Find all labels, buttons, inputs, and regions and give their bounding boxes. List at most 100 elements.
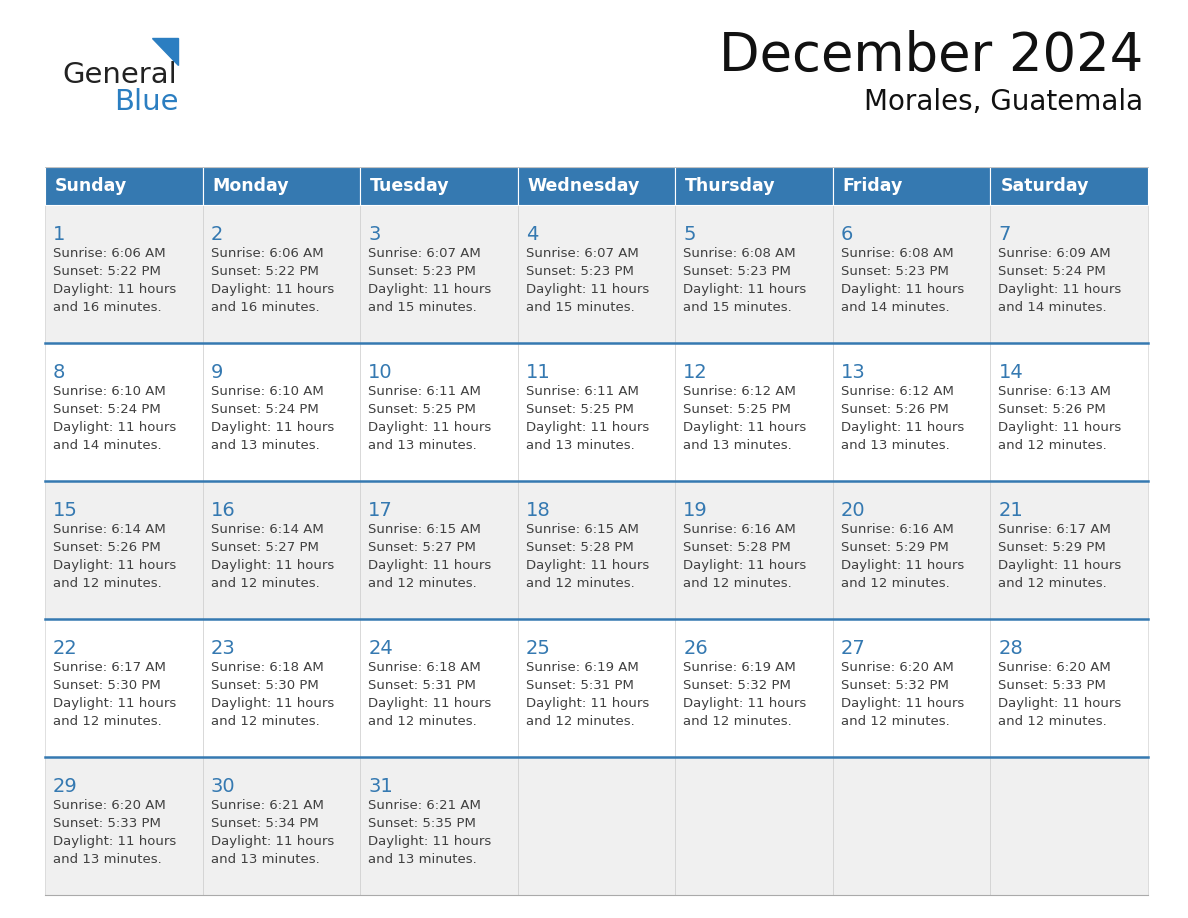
Polygon shape — [152, 38, 178, 65]
Text: Sunrise: 6:11 AM: Sunrise: 6:11 AM — [368, 385, 481, 398]
Text: Thursday: Thursday — [685, 177, 776, 195]
Text: and 13 minutes.: and 13 minutes. — [841, 439, 949, 452]
Bar — [518, 619, 675, 757]
Text: Sunday: Sunday — [55, 177, 127, 195]
Text: and 13 minutes.: and 13 minutes. — [368, 853, 476, 866]
Bar — [518, 343, 675, 481]
Text: and 12 minutes.: and 12 minutes. — [368, 715, 476, 728]
Text: Sunset: 5:23 PM: Sunset: 5:23 PM — [683, 265, 791, 278]
Text: 11: 11 — [526, 363, 550, 382]
Text: Tuesday: Tuesday — [371, 177, 450, 195]
Text: Sunrise: 6:12 AM: Sunrise: 6:12 AM — [841, 385, 954, 398]
Text: Daylight: 11 hours: Daylight: 11 hours — [210, 559, 334, 572]
Text: and 13 minutes.: and 13 minutes. — [683, 439, 792, 452]
Text: Sunrise: 6:14 AM: Sunrise: 6:14 AM — [210, 523, 323, 536]
Text: 1: 1 — [53, 225, 65, 244]
Bar — [203, 619, 360, 757]
Text: Sunrise: 6:10 AM: Sunrise: 6:10 AM — [53, 385, 166, 398]
Bar — [991, 343, 1148, 481]
Text: 13: 13 — [841, 363, 866, 382]
Text: Morales, Guatemala: Morales, Guatemala — [864, 88, 1143, 116]
Text: Sunset: 5:32 PM: Sunset: 5:32 PM — [683, 679, 791, 692]
Bar — [203, 343, 360, 481]
Text: 21: 21 — [998, 501, 1023, 520]
Text: and 13 minutes.: and 13 minutes. — [368, 439, 476, 452]
Text: Sunrise: 6:20 AM: Sunrise: 6:20 AM — [841, 661, 954, 674]
Text: and 12 minutes.: and 12 minutes. — [998, 439, 1107, 452]
Text: Daylight: 11 hours: Daylight: 11 hours — [683, 283, 807, 296]
Bar — [360, 205, 518, 343]
Text: Sunrise: 6:09 AM: Sunrise: 6:09 AM — [998, 247, 1111, 260]
Bar — [675, 481, 833, 619]
Text: 15: 15 — [53, 501, 78, 520]
Text: Sunset: 5:35 PM: Sunset: 5:35 PM — [368, 817, 476, 830]
Text: and 12 minutes.: and 12 minutes. — [526, 715, 634, 728]
Text: Daylight: 11 hours: Daylight: 11 hours — [841, 697, 965, 710]
Text: Sunset: 5:30 PM: Sunset: 5:30 PM — [210, 679, 318, 692]
Text: and 12 minutes.: and 12 minutes. — [53, 577, 162, 590]
Text: Daylight: 11 hours: Daylight: 11 hours — [210, 697, 334, 710]
Text: 31: 31 — [368, 777, 393, 796]
Text: Sunset: 5:31 PM: Sunset: 5:31 PM — [526, 679, 633, 692]
Bar — [833, 757, 991, 895]
Text: and 12 minutes.: and 12 minutes. — [998, 577, 1107, 590]
Text: Sunset: 5:29 PM: Sunset: 5:29 PM — [841, 541, 948, 554]
Text: Sunset: 5:22 PM: Sunset: 5:22 PM — [53, 265, 160, 278]
Bar — [991, 757, 1148, 895]
Text: Daylight: 11 hours: Daylight: 11 hours — [368, 421, 492, 434]
Bar — [203, 757, 360, 895]
Text: 2: 2 — [210, 225, 223, 244]
Text: Sunset: 5:24 PM: Sunset: 5:24 PM — [210, 403, 318, 416]
Text: and 16 minutes.: and 16 minutes. — [210, 301, 320, 314]
Text: 12: 12 — [683, 363, 708, 382]
Text: Daylight: 11 hours: Daylight: 11 hours — [998, 559, 1121, 572]
Text: Sunset: 5:30 PM: Sunset: 5:30 PM — [53, 679, 160, 692]
Bar — [675, 757, 833, 895]
Text: Sunrise: 6:19 AM: Sunrise: 6:19 AM — [526, 661, 638, 674]
Text: and 15 minutes.: and 15 minutes. — [368, 301, 476, 314]
Text: and 14 minutes.: and 14 minutes. — [841, 301, 949, 314]
Text: and 14 minutes.: and 14 minutes. — [53, 439, 162, 452]
Text: Daylight: 11 hours: Daylight: 11 hours — [526, 421, 649, 434]
Bar — [833, 481, 991, 619]
Text: Sunrise: 6:07 AM: Sunrise: 6:07 AM — [368, 247, 481, 260]
Text: 30: 30 — [210, 777, 235, 796]
Bar — [360, 481, 518, 619]
Bar — [45, 757, 203, 895]
Text: Sunset: 5:23 PM: Sunset: 5:23 PM — [841, 265, 949, 278]
Bar — [203, 205, 360, 343]
Bar — [518, 167, 675, 205]
Text: Sunrise: 6:08 AM: Sunrise: 6:08 AM — [683, 247, 796, 260]
Text: Sunset: 5:26 PM: Sunset: 5:26 PM — [998, 403, 1106, 416]
Text: Daylight: 11 hours: Daylight: 11 hours — [53, 697, 176, 710]
Bar — [518, 757, 675, 895]
Text: Daylight: 11 hours: Daylight: 11 hours — [210, 835, 334, 848]
Text: 19: 19 — [683, 501, 708, 520]
Text: Sunrise: 6:20 AM: Sunrise: 6:20 AM — [53, 799, 166, 812]
Text: Sunrise: 6:12 AM: Sunrise: 6:12 AM — [683, 385, 796, 398]
Text: and 12 minutes.: and 12 minutes. — [526, 577, 634, 590]
Bar — [518, 205, 675, 343]
Text: and 12 minutes.: and 12 minutes. — [841, 715, 949, 728]
Text: Sunrise: 6:20 AM: Sunrise: 6:20 AM — [998, 661, 1111, 674]
Text: Daylight: 11 hours: Daylight: 11 hours — [998, 283, 1121, 296]
Bar — [991, 619, 1148, 757]
Text: Saturday: Saturday — [1000, 177, 1089, 195]
Bar — [45, 343, 203, 481]
Text: Sunset: 5:24 PM: Sunset: 5:24 PM — [998, 265, 1106, 278]
Text: and 13 minutes.: and 13 minutes. — [210, 853, 320, 866]
Text: Daylight: 11 hours: Daylight: 11 hours — [368, 835, 492, 848]
Text: and 13 minutes.: and 13 minutes. — [53, 853, 162, 866]
Text: 4: 4 — [526, 225, 538, 244]
Text: Sunrise: 6:10 AM: Sunrise: 6:10 AM — [210, 385, 323, 398]
Text: 26: 26 — [683, 639, 708, 658]
Text: 29: 29 — [53, 777, 77, 796]
Text: 10: 10 — [368, 363, 393, 382]
Bar — [833, 619, 991, 757]
Text: 6: 6 — [841, 225, 853, 244]
Text: Daylight: 11 hours: Daylight: 11 hours — [841, 421, 965, 434]
Text: Sunset: 5:24 PM: Sunset: 5:24 PM — [53, 403, 160, 416]
Text: Sunset: 5:31 PM: Sunset: 5:31 PM — [368, 679, 476, 692]
Text: 7: 7 — [998, 225, 1011, 244]
Text: and 12 minutes.: and 12 minutes. — [683, 715, 792, 728]
